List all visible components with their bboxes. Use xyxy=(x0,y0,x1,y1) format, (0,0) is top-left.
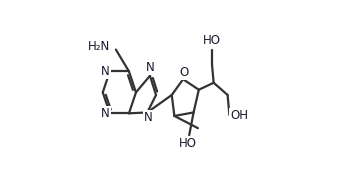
Text: OH: OH xyxy=(230,109,248,122)
Text: O: O xyxy=(179,66,189,79)
Text: N: N xyxy=(101,65,110,78)
Text: N: N xyxy=(145,61,154,74)
Text: N: N xyxy=(101,107,110,120)
Text: HO: HO xyxy=(203,34,221,47)
Text: N: N xyxy=(144,111,153,124)
Text: HO: HO xyxy=(178,137,196,150)
Text: H₂N: H₂N xyxy=(87,40,110,54)
